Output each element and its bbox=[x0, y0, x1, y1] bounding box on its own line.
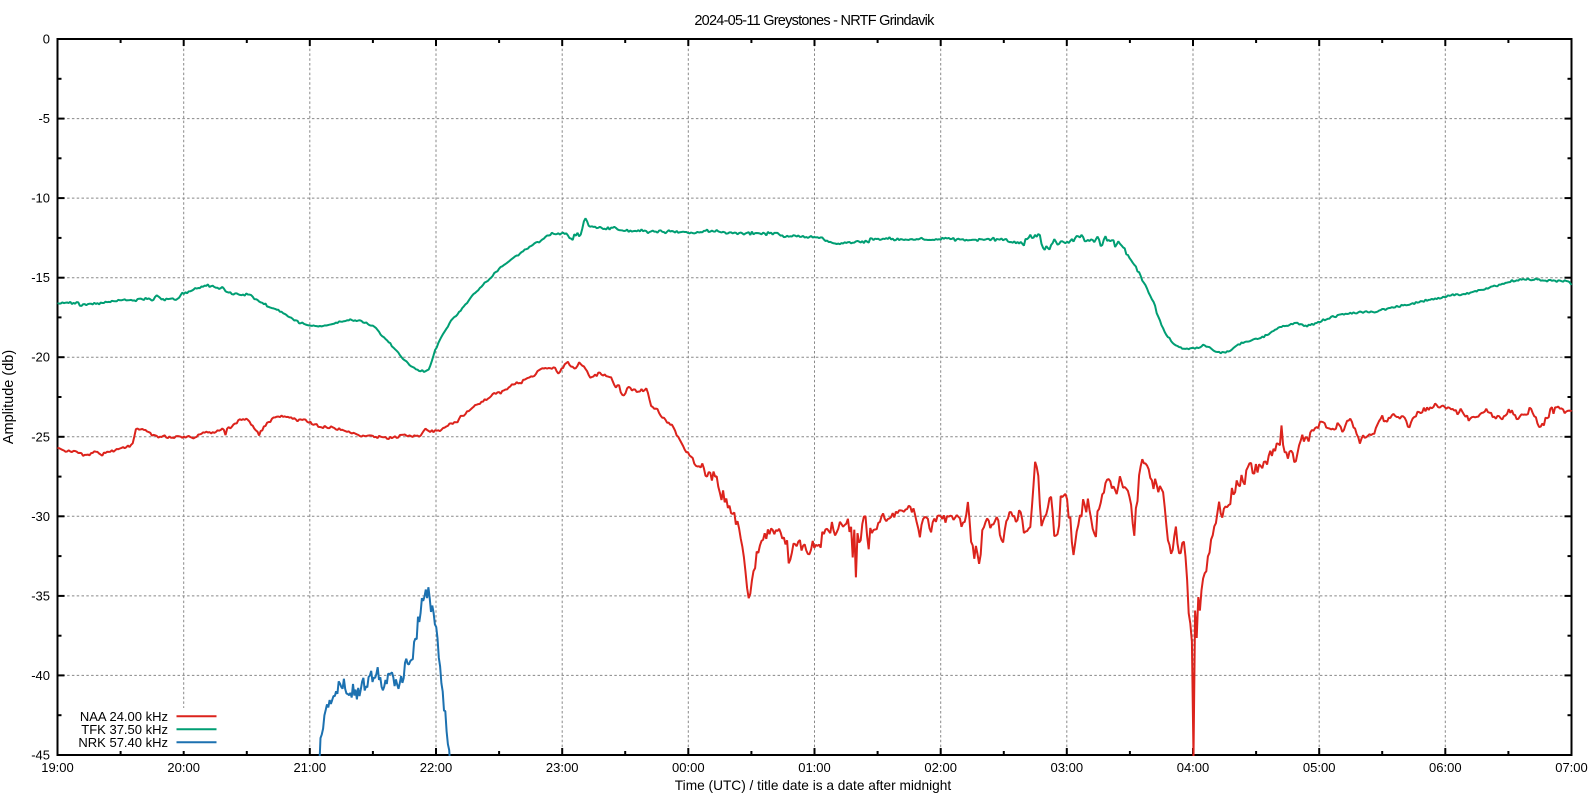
svg-text:TFK 37.50 kHz: TFK 37.50 kHz bbox=[81, 722, 168, 737]
svg-text:2024-05-11 Greystones - NRTF G: 2024-05-11 Greystones - NRTF Grindavik bbox=[694, 13, 935, 29]
svg-text:Amplitude (db): Amplitude (db) bbox=[1, 350, 17, 444]
svg-text:0: 0 bbox=[43, 32, 50, 47]
svg-text:NAA 24.00 kHz: NAA 24.00 kHz bbox=[80, 709, 168, 724]
svg-text:05:00: 05:00 bbox=[1303, 760, 1336, 775]
svg-text:01:00: 01:00 bbox=[798, 760, 831, 775]
svg-text:NRK 57.40 kHz: NRK 57.40 kHz bbox=[78, 735, 168, 750]
svg-text:19:00: 19:00 bbox=[41, 760, 74, 775]
svg-text:-40: -40 bbox=[31, 668, 50, 683]
svg-text:03:00: 03:00 bbox=[1051, 760, 1084, 775]
svg-text:07:00: 07:00 bbox=[1555, 760, 1588, 775]
svg-text:00:00: 00:00 bbox=[672, 760, 705, 775]
svg-text:-35: -35 bbox=[31, 588, 50, 603]
svg-text:06:00: 06:00 bbox=[1429, 760, 1462, 775]
svg-text:-20: -20 bbox=[31, 350, 50, 365]
svg-text:20:00: 20:00 bbox=[167, 760, 200, 775]
svg-text:-30: -30 bbox=[31, 509, 50, 524]
svg-text:-10: -10 bbox=[31, 191, 50, 206]
svg-text:-5: -5 bbox=[38, 111, 50, 126]
svg-text:-25: -25 bbox=[31, 429, 50, 444]
svg-text:04:00: 04:00 bbox=[1177, 760, 1210, 775]
svg-text:22:00: 22:00 bbox=[420, 760, 453, 775]
svg-text:02:00: 02:00 bbox=[924, 760, 957, 775]
svg-text:-15: -15 bbox=[31, 270, 50, 285]
svg-text:23:00: 23:00 bbox=[546, 760, 579, 775]
svg-text:-45: -45 bbox=[31, 748, 50, 763]
svg-text:21:00: 21:00 bbox=[294, 760, 327, 775]
svg-text:Time (UTC) / title date is a d: Time (UTC) / title date is a date after … bbox=[675, 778, 952, 793]
